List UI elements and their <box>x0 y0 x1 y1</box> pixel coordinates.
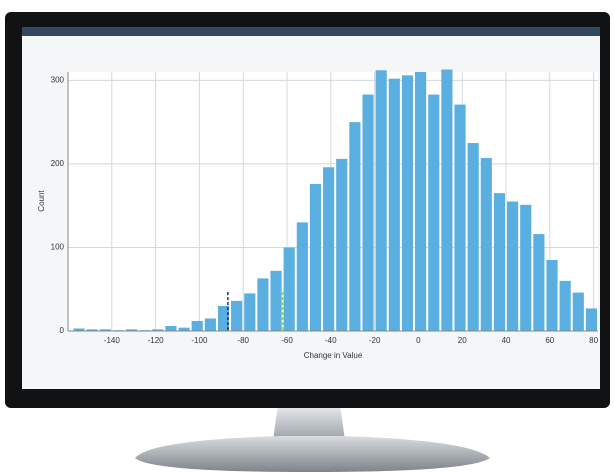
bar <box>125 329 138 331</box>
bar <box>270 270 282 331</box>
x-tick-label: 0 <box>416 336 421 345</box>
bar <box>165 325 177 331</box>
y-tick-label: 200 <box>51 159 65 168</box>
x-axis-label: Change in Value <box>304 351 363 360</box>
bar <box>559 280 571 331</box>
x-tick-label: -80 <box>237 336 249 345</box>
bar <box>533 234 545 331</box>
x-tick-label: -100 <box>191 336 208 345</box>
monitor-base <box>135 436 490 472</box>
bar <box>349 122 361 332</box>
y-tick-label: 0 <box>60 326 65 335</box>
bar <box>244 293 256 331</box>
bar <box>467 143 479 331</box>
bar <box>257 278 269 331</box>
screen-header <box>22 27 600 36</box>
x-tick-label: -20 <box>369 336 381 345</box>
bar <box>178 327 190 331</box>
bar <box>296 222 308 331</box>
bar <box>388 78 400 331</box>
bar <box>152 329 164 331</box>
x-tick-label: -60 <box>281 336 293 345</box>
bar <box>231 300 243 331</box>
bar <box>204 318 216 331</box>
bar <box>86 329 98 331</box>
bar <box>480 158 492 331</box>
bar <box>415 72 427 331</box>
x-tick-label: -40 <box>325 336 337 345</box>
bar <box>362 94 374 331</box>
y-tick-label: 300 <box>51 75 65 84</box>
x-tick-label: 80 <box>589 336 598 345</box>
monitor-neck <box>273 405 345 440</box>
y-axis-label: Count <box>37 190 46 212</box>
bar <box>191 320 203 331</box>
bar <box>99 329 111 331</box>
bar <box>401 75 414 331</box>
bar <box>323 167 335 331</box>
bar <box>507 201 519 331</box>
x-tick-label: -120 <box>148 336 165 345</box>
bar <box>441 69 453 332</box>
bar <box>73 328 85 331</box>
x-tick-label: -140 <box>104 336 121 345</box>
bar <box>428 94 440 331</box>
bar <box>493 193 506 331</box>
bar <box>336 158 348 331</box>
x-tick-label: 40 <box>502 336 511 345</box>
bar <box>520 204 532 331</box>
bar <box>375 70 387 331</box>
bar <box>546 259 558 331</box>
y-tick-label: 100 <box>51 243 65 252</box>
x-tick-label: 60 <box>545 336 554 345</box>
bar <box>454 104 466 332</box>
bar <box>309 183 322 331</box>
bar <box>585 308 597 331</box>
x-tick-label: 20 <box>458 336 467 345</box>
bar <box>217 305 230 331</box>
bar <box>283 247 295 331</box>
bar <box>572 292 584 331</box>
